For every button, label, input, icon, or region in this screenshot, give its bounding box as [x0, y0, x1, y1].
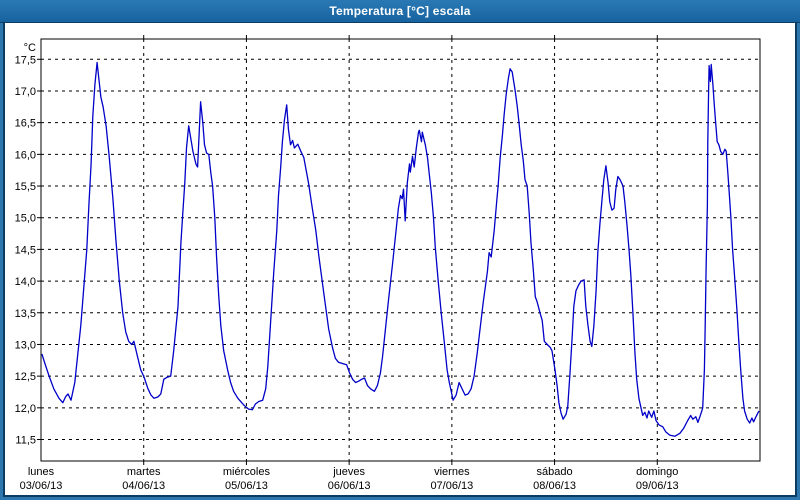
y-axis-unit-label: °C [24, 42, 36, 54]
x-axis-day-label: jueves [332, 466, 365, 478]
x-axis-day-label: sábado [537, 466, 573, 478]
x-axis-day-label: viernes [434, 466, 470, 478]
x-axis-date-label: 06/06/13 [328, 480, 371, 492]
x-axis-day-label: miércoles [223, 466, 271, 478]
chart-area: 17,5 17,0 16,5 16,0 15,5 15,0 14,5 14,0 13,5 13,0… [3, 23, 797, 497]
page-title: Temperatura [°C] escala [329, 4, 471, 18]
x-axis-date-label: 04/06/13 [122, 480, 165, 492]
y-axis-tick-label: 12,5 [15, 371, 36, 383]
y-axis-tick-label: 12,0 [15, 403, 36, 415]
x-axis-day-label: martes [127, 466, 161, 478]
chart-svg: 17,5 17,0 16,5 16,0 15,5 15,0 14,5 14,0 13,5 13,0… [15, 35, 761, 492]
y-axis-tick-label: 15,0 [15, 213, 36, 225]
x-axis-date-label: 03/06/13 [20, 480, 63, 492]
y-axis-tick-label: 13,5 [15, 308, 36, 320]
y-axis-tick-label: 15,5 [15, 181, 36, 193]
x-axis-date-label: 05/06/13 [225, 480, 268, 492]
temperature-curve [41, 61, 760, 437]
x-axis-day-label: domingo [636, 466, 678, 478]
y-axis-tick-label: 17,5 [15, 54, 36, 66]
x-axis-date-label: 08/06/13 [533, 480, 576, 492]
plot-border [40, 38, 761, 462]
x-axis-date-label: 07/06/13 [430, 480, 473, 492]
y-axis-tick-label: 14,0 [15, 276, 36, 288]
title-bar: Temperatura [°C] escala [0, 0, 800, 23]
y-axis-tick-label: 16,0 [15, 149, 36, 161]
window-frame: 17,5 17,0 16,5 16,0 15,5 15,0 14,5 14,0 13,5 13,0… [0, 23, 800, 500]
y-axis-tick-label: 13,0 [15, 339, 36, 351]
y-axis-tick-label: 17,0 [15, 86, 36, 98]
y-axis-tick-label: 16,5 [15, 118, 36, 130]
y-axis-tick-label: 11,5 [15, 435, 36, 447]
x-axis-day-label: lunes [28, 466, 55, 478]
y-axis-tick-label: 14,5 [15, 244, 36, 256]
x-axis-date-label: 09/06/13 [636, 480, 679, 492]
